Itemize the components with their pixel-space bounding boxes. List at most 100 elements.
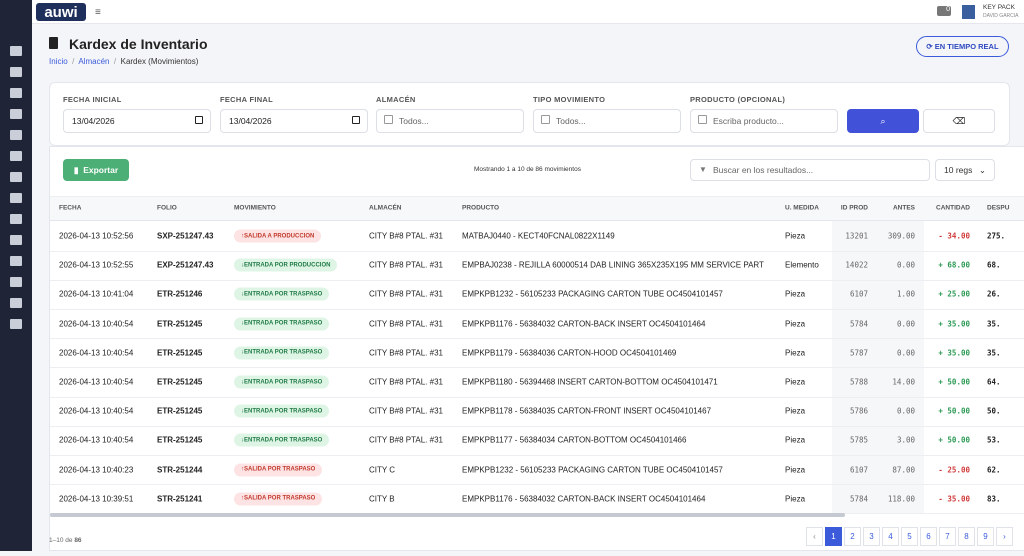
table-cell: 2026-04-13 10:39:51 xyxy=(59,494,134,504)
table-cell: 309.00 xyxy=(887,231,915,241)
row-divider xyxy=(50,250,1024,252)
input-icon xyxy=(541,115,550,124)
table-cell: 6107 xyxy=(849,465,868,475)
filter-label: ALMACÉN xyxy=(376,95,416,104)
table-cell: CITY B#8 PTAL. #31 xyxy=(369,260,443,270)
arrow-icon: ↑ xyxy=(241,495,244,502)
logo[interactable]: auwi xyxy=(36,3,86,21)
table-cell: 275. xyxy=(987,231,1006,241)
page-number[interactable]: 7 xyxy=(939,527,956,546)
table-cell: CITY B#8 PTAL. #31 xyxy=(369,406,443,416)
results-search[interactable]: Buscar en los resultados... xyxy=(690,159,930,181)
export-label: Exportar xyxy=(83,165,119,175)
column-header: CANTIDAD xyxy=(936,204,970,212)
table-cell: 3.00 xyxy=(896,435,915,445)
movement-label: SALIDA A PRODUCCION xyxy=(244,233,315,239)
row-divider xyxy=(50,425,1024,427)
table-cell: + 35.00 xyxy=(938,319,970,329)
page-number[interactable]: 2 xyxy=(844,527,861,546)
table-cell: 2026-04-13 10:40:54 xyxy=(59,377,134,387)
calendar-icon xyxy=(195,116,203,124)
page-prev[interactable]: ‹ xyxy=(806,527,823,546)
table-cell: 2026-04-13 10:40:54 xyxy=(59,319,134,329)
table-cell: STR-251244 xyxy=(157,465,203,475)
range-text: 1–10 de xyxy=(49,537,73,544)
table-cell: EMPKPB1232 - 56105233 PACKAGING CARTON T… xyxy=(462,465,723,475)
search-button[interactable]: ⌕ xyxy=(847,109,919,133)
row-divider xyxy=(50,484,1024,486)
table-cell: Pieza xyxy=(785,406,806,416)
filter-input[interactable]: Todos... xyxy=(376,109,524,133)
table-cell: 26. xyxy=(987,289,1001,299)
page-next[interactable]: › xyxy=(996,527,1013,546)
table-cell: 0.00 xyxy=(896,348,915,358)
export-button[interactable]: ▮ Exportar xyxy=(63,159,129,181)
column-header: MOVIMIENTO xyxy=(234,204,276,212)
filter-label: TIPO MOVIMIENTO xyxy=(533,95,606,104)
table-cell: 5786 xyxy=(849,406,868,416)
live-text: EN TIEMPO REAL xyxy=(934,42,999,51)
table-cell: 5788 xyxy=(849,377,868,387)
table-cell: 35. xyxy=(987,348,1001,358)
table-cell: + 50.00 xyxy=(938,406,970,416)
table-cell: 14022 xyxy=(845,260,868,270)
user-name[interactable]: DAVID GARCIA xyxy=(983,13,1019,19)
movement-badge: ↑ SALIDA POR TRASPASO xyxy=(234,463,323,477)
movement-label: ENTRADA POR TRASPASO xyxy=(244,437,323,444)
movement-label: SALIDA POR TRASPASO xyxy=(244,466,316,473)
input-icon xyxy=(698,115,707,124)
page-number[interactable]: 6 xyxy=(920,527,937,546)
menu-icon[interactable]: ≡ xyxy=(95,7,101,18)
table-cell: ETR-251245 xyxy=(157,319,203,329)
page-number[interactable]: 4 xyxy=(882,527,899,546)
page-size-select[interactable]: 10 regs ⌄ xyxy=(935,159,995,181)
filter-label: PRODUCTO (OPCIONAL) xyxy=(690,95,786,104)
breadcrumb-link[interactable]: Almacén xyxy=(78,57,110,66)
movement-label: ENTRADA POR TRASPASO xyxy=(244,320,323,327)
sidebar-icons xyxy=(10,46,22,329)
table-cell: 83. xyxy=(987,494,1001,504)
live-button[interactable]: ⟳ EN TIEMPO REAL xyxy=(916,36,1009,57)
table-cell: 5785 xyxy=(849,435,868,445)
arrow-icon: ↓ xyxy=(241,408,244,415)
movement-label: ENTRADA POR TRASPASO xyxy=(244,291,323,298)
table-cell: ETR-251245 xyxy=(157,348,203,358)
notification-badge[interactable]: 0 xyxy=(937,6,951,16)
filter-input[interactable]: Escriba producto... xyxy=(690,109,838,133)
column-header: ID PROD xyxy=(840,204,868,212)
filter-label: FECHA INICIAL xyxy=(63,95,122,104)
table-cell: Pieza xyxy=(785,494,806,504)
page-number[interactable]: 5 xyxy=(901,527,918,546)
movement-badge: ↓ ENTRADA POR TRASPASO xyxy=(234,317,330,331)
movement-badge: ↑ SALIDA POR TRASPASO xyxy=(234,492,323,506)
arrow-icon: ↓ xyxy=(241,379,244,385)
table-cell: 2026-04-13 10:41:04 xyxy=(59,289,134,299)
table-cell: 1.00 xyxy=(896,289,915,299)
arrow-icon: ↑ xyxy=(241,466,244,473)
movement-badge: ↓ ENTRADA POR TRASPASO xyxy=(234,375,330,389)
filter-input[interactable]: 13/04/2026 xyxy=(63,109,211,133)
table-cell: 87.00 xyxy=(892,465,915,475)
table-cell: + 25.00 xyxy=(938,289,970,299)
breadcrumb: Inicio / Almacén / Kardex (Movimientos) xyxy=(49,57,199,66)
table-cell: EMPKPB1176 - 56384032 CARTON-BACK INSERT… xyxy=(462,319,706,329)
table-cell: 64. xyxy=(987,377,1001,387)
breadcrumb-link[interactable]: Inicio xyxy=(49,57,68,66)
page-number[interactable]: 3 xyxy=(863,527,880,546)
table-cell: EMPBAJ0238 - REJILLA 60000514 DAB LINING… xyxy=(462,260,764,270)
page-number[interactable]: 1 xyxy=(825,527,842,546)
table-cell: + 50.00 xyxy=(938,377,970,387)
table-cell: - 35.00 xyxy=(938,494,970,504)
clear-button[interactable]: ⌫ xyxy=(923,109,995,133)
scrollbar[interactable] xyxy=(50,513,845,517)
page-title: Kardex de Inventario xyxy=(69,36,208,52)
filter-input[interactable]: 13/04/2026 xyxy=(220,109,368,133)
table-cell: 14.00 xyxy=(892,377,915,387)
page-number[interactable]: 9 xyxy=(977,527,994,546)
arrow-icon: ↓ xyxy=(241,437,244,444)
filter-input[interactable]: Todos... xyxy=(533,109,681,133)
page-number[interactable]: 8 xyxy=(958,527,975,546)
table-cell: 0.00 xyxy=(896,260,915,270)
chevron: ⌄ xyxy=(978,164,986,175)
table-cell: 2026-04-13 10:52:55 xyxy=(59,260,134,270)
